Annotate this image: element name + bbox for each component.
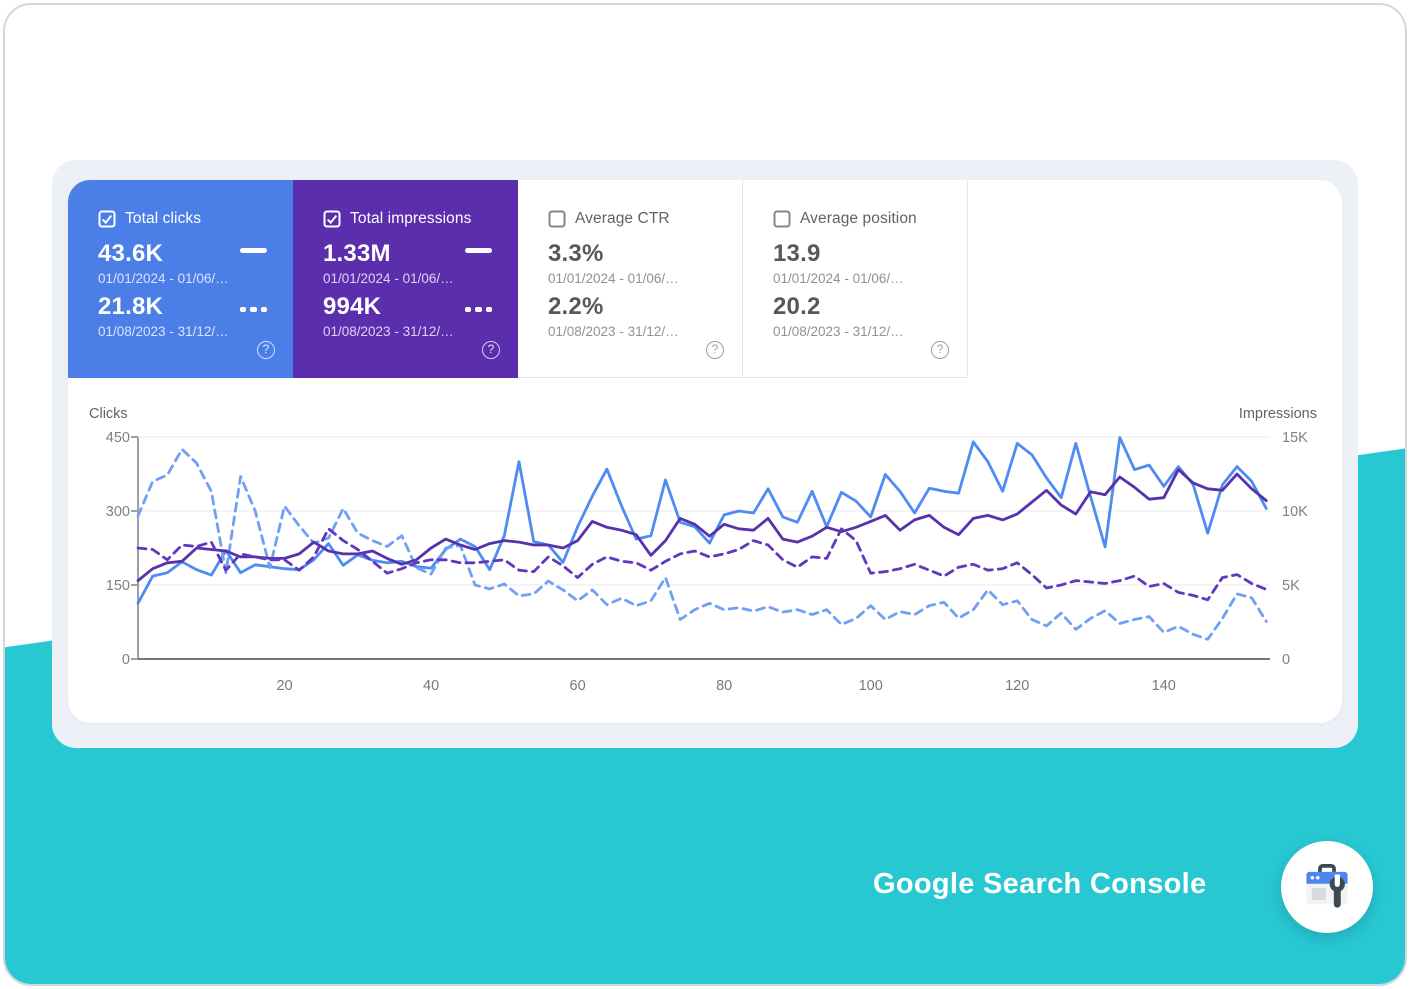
svg-text:10K: 10K	[1282, 504, 1308, 520]
svg-text:60: 60	[570, 678, 586, 694]
svg-text:300: 300	[106, 504, 130, 520]
svg-text:40: 40	[423, 678, 439, 694]
solid-line-indicator	[240, 248, 267, 253]
metric-card-label: Total impressions	[350, 210, 472, 227]
metric-value-current: 1.33M	[323, 240, 391, 267]
svg-text:120: 120	[1005, 678, 1029, 694]
metric-value-current: 13.9	[773, 240, 821, 267]
metric-card-total-impressions[interactable]: Total impressions 1.33M 01/01/2024 - 01/…	[293, 180, 518, 378]
svg-text:150: 150	[106, 578, 130, 594]
wrench-icon	[1329, 874, 1345, 908]
left-axis-title: Clicks	[89, 406, 128, 422]
metric-range-previous: 01/08/2023 - 31/12/…	[98, 324, 229, 339]
performance-chart-card: Total clicks 43.6K 01/01/2024 - 01/06/… …	[68, 180, 1342, 723]
help-icon[interactable]: ?	[706, 341, 724, 359]
metric-card-label: Average CTR	[575, 210, 670, 227]
help-icon[interactable]: ?	[482, 341, 500, 359]
svg-text:0: 0	[1282, 652, 1290, 668]
search-console-logo	[1281, 841, 1373, 933]
metric-value-previous: 2.2%	[548, 293, 604, 320]
svg-text:20: 20	[276, 678, 292, 694]
metric-value-previous: 20.2	[773, 293, 821, 320]
metric-value-previous: 21.8K	[98, 293, 164, 320]
average-position-checkbox[interactable]	[773, 210, 791, 228]
checkbox-unchecked-icon	[548, 210, 566, 228]
solid-line-indicator	[465, 248, 492, 253]
total-impressions-checkbox[interactable]	[323, 210, 341, 228]
dashed-line-indicator	[240, 307, 267, 312]
metric-card-average-position[interactable]: Average position 13.9 01/01/2024 - 01/06…	[743, 180, 968, 378]
metric-card-label: Average position	[800, 210, 917, 227]
checkbox-checked-icon	[323, 210, 341, 228]
svg-text:15K: 15K	[1282, 430, 1308, 446]
metric-card-total-clicks[interactable]: Total clicks 43.6K 01/01/2024 - 01/06/… …	[68, 180, 293, 378]
metric-value-current: 43.6K	[98, 240, 164, 267]
metric-card-average-ctr[interactable]: Average CTR 3.3% 01/01/2024 - 01/06/… 2.…	[518, 180, 743, 378]
total-clicks-checkbox[interactable]	[98, 210, 116, 228]
help-icon[interactable]: ?	[931, 341, 949, 359]
dashed-line-indicator	[465, 307, 492, 312]
checkbox-checked-icon	[98, 210, 116, 228]
traffic-line-chart[interactable]: 0 150 300 450 0 5K 10K 15K 20 40 60 80 100 120 140	[68, 180, 1342, 723]
brand-title: Google Search Console	[873, 868, 1207, 900]
page-canvas: Total clicks 43.6K 01/01/2024 - 01/06/… …	[3, 3, 1407, 986]
metric-cards-row: Total clicks 43.6K 01/01/2024 - 01/06/… …	[68, 180, 1342, 378]
svg-text:100: 100	[859, 678, 883, 694]
metric-value-previous: 994K	[323, 293, 382, 320]
svg-text:140: 140	[1152, 678, 1176, 694]
svg-text:80: 80	[716, 678, 732, 694]
metric-range-current: 01/01/2024 - 01/06/…	[548, 271, 679, 286]
svg-text:0: 0	[122, 652, 130, 668]
svg-text:5K: 5K	[1282, 578, 1300, 594]
metric-value-current: 3.3%	[548, 240, 604, 267]
metric-range-current: 01/01/2024 - 01/06/…	[98, 271, 229, 286]
metric-card-label: Total clicks	[125, 210, 202, 227]
help-icon[interactable]: ?	[257, 341, 275, 359]
metric-range-previous: 01/08/2023 - 31/12/…	[548, 324, 679, 339]
search-console-toolbox-icon	[1306, 864, 1348, 908]
right-axis-title: Impressions	[1238, 406, 1317, 422]
metric-range-previous: 01/08/2023 - 31/12/…	[773, 324, 904, 339]
metric-range-current: 01/01/2024 - 01/06/…	[323, 271, 454, 286]
metric-range-current: 01/01/2024 - 01/06/…	[773, 271, 904, 286]
average-ctr-checkbox[interactable]	[548, 210, 566, 228]
metric-range-previous: 01/08/2023 - 31/12/…	[323, 324, 454, 339]
checkbox-unchecked-icon	[773, 210, 791, 228]
svg-text:450: 450	[106, 430, 130, 446]
